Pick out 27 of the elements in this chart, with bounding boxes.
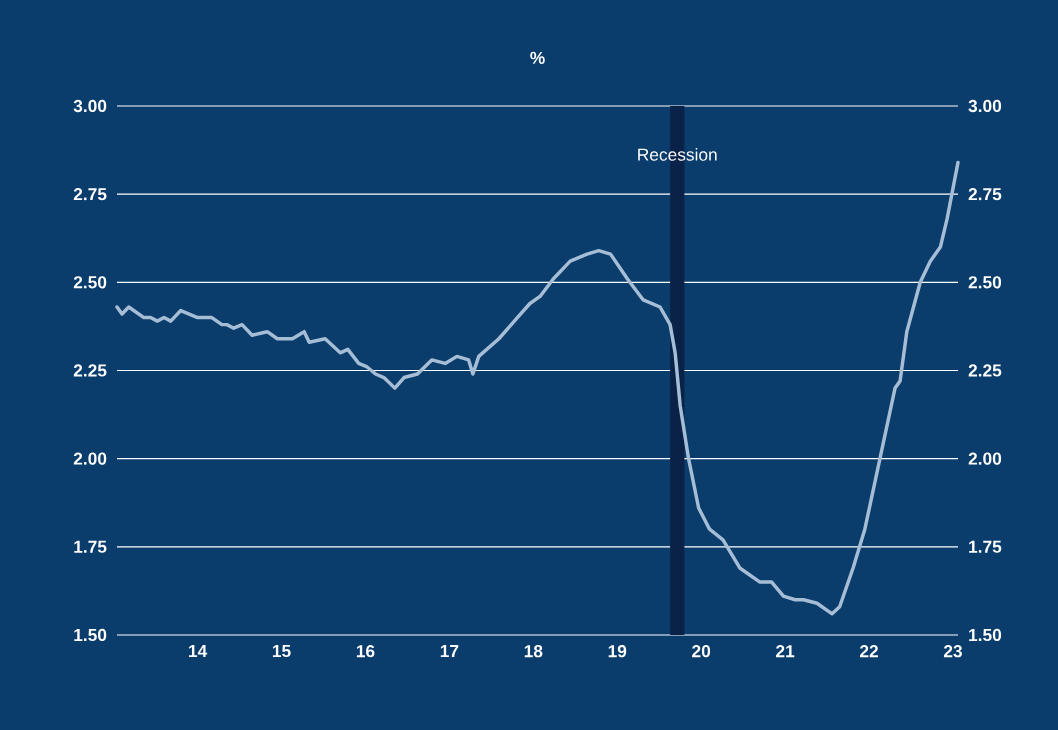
x-tick-label: 22: [860, 645, 878, 658]
y-tick-label: 1.75: [74, 540, 107, 553]
x-tick-label: 14: [189, 645, 208, 657]
x-tick-label: 15: [272, 645, 291, 658]
x-tick-label: 23: [943, 645, 962, 658]
y2-tick-label: 2.00: [968, 452, 1002, 465]
y-tick-label: 2.00: [73, 452, 107, 465]
y2-tick-label: 2.75: [968, 188, 1002, 201]
y-tick-label: 1.50: [74, 628, 107, 642]
line-series: [115, 160, 960, 616]
x-tick-label: 16: [356, 645, 375, 658]
band-label: Recession: [638, 148, 717, 161]
y2-tick-label: 2.50: [968, 276, 1002, 289]
y-tick-label: 2.25: [73, 364, 107, 377]
x-tick-label: 18: [524, 645, 543, 658]
y-tick-label: 2.50: [73, 276, 107, 289]
y2-tick-label: 1.50: [969, 628, 1002, 642]
y2-tick-label: 3.00: [968, 99, 1002, 113]
chart-title: %: [530, 51, 545, 64]
y-tick-label: 3.00: [73, 99, 107, 113]
y2-tick-label: 2.25: [968, 364, 1002, 377]
x-tick-label: 20: [692, 645, 711, 658]
y-tick-label: 2.75: [73, 188, 107, 201]
x-tick-label: 17: [440, 645, 459, 657]
x-tick-label: 19: [608, 645, 627, 658]
x-tick-label: 21: [776, 645, 795, 658]
y2-tick-label: 1.75: [969, 540, 1002, 553]
